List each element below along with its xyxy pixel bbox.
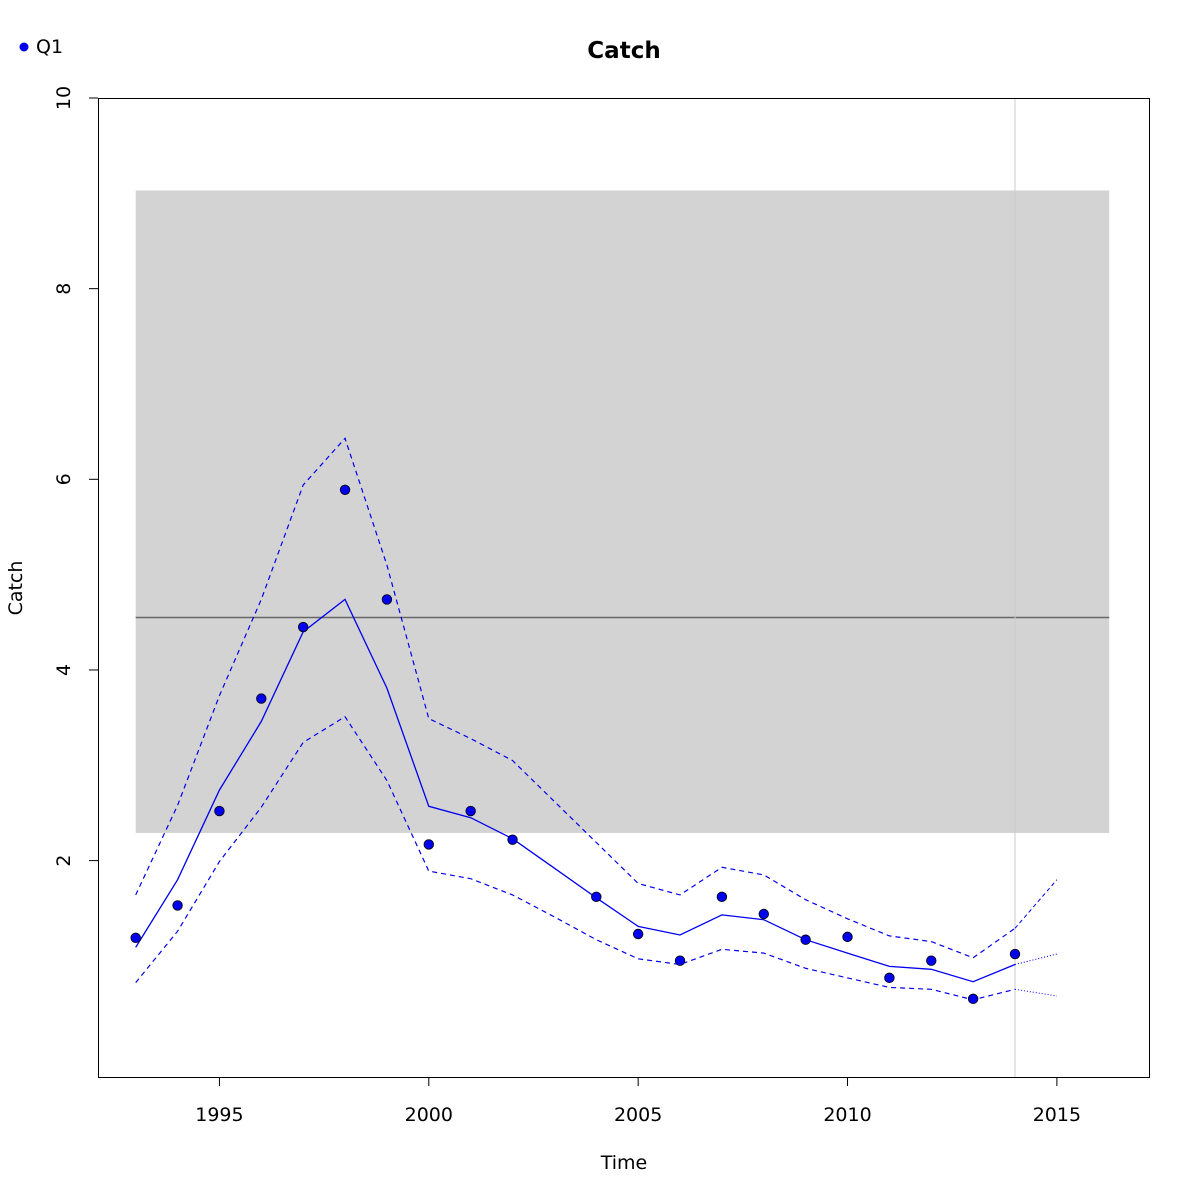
series-line-lower-bound — [135, 715, 1016, 1001]
data-point-1997 — [297, 621, 309, 633]
data-point-2011 — [884, 972, 895, 984]
y-tick-label-8: 8 — [53, 283, 75, 295]
x-axis-title: Time — [600, 1152, 648, 1174]
observed-points-layer — [130, 484, 1021, 1005]
legend: Q1 — [19, 36, 63, 58]
data-point-2007 — [716, 891, 728, 903]
y-tick-label-6: 6 — [53, 473, 75, 485]
reference-band — [135, 190, 1110, 833]
data-point-1996 — [256, 693, 267, 704]
series-line-forecast — [1014, 953, 1058, 966]
x-tick-label-2005: 2005 — [614, 1104, 662, 1126]
data-point-2001 — [465, 805, 476, 817]
data-point-2013 — [967, 993, 979, 1005]
y-tick-label-4: 4 — [53, 664, 75, 676]
y-axis-title: Catch — [5, 561, 27, 616]
data-point-2014 — [1009, 948, 1021, 960]
data-point-1994 — [172, 900, 183, 911]
y-tick-label-10: 10 — [53, 86, 75, 110]
legend-label-q1: Q1 — [36, 36, 63, 58]
series-line-forecast-lower — [1014, 988, 1057, 997]
data-point-2004 — [591, 891, 602, 903]
x-tick-label-2015: 2015 — [1033, 1104, 1081, 1126]
y-tick-label-2: 2 — [53, 855, 75, 867]
data-point-2009 — [800, 934, 811, 945]
data-point-2008 — [758, 908, 769, 920]
data-point-1995 — [214, 805, 225, 817]
data-point-1998 — [339, 484, 351, 495]
data-point-1999 — [381, 594, 393, 605]
chart-title: Catch — [587, 38, 660, 64]
x-tick-label-1995: 1995 — [195, 1104, 243, 1126]
plot-frame — [98, 98, 1150, 1078]
x-tick-label-2010: 2010 — [823, 1104, 871, 1126]
data-point-2012 — [926, 955, 937, 966]
data-point-2006 — [674, 955, 686, 966]
series-line-fitted — [135, 598, 1016, 983]
x-tick-label-2000: 2000 — [405, 1104, 453, 1126]
data-point-2002 — [507, 834, 518, 845]
data-point-2000 — [423, 839, 434, 850]
data-point-1993 — [130, 932, 141, 944]
data-point-2010 — [842, 931, 853, 943]
data-point-2005 — [632, 928, 644, 940]
axes-layer: 1995 2000 2005 2010 2015 2 4 6 8 10 — [53, 86, 1081, 1126]
series-line-forecast-upper — [1014, 879, 1058, 929]
reference-band-layer — [135, 98, 1110, 1077]
series-lines-layer — [135, 437, 1058, 1001]
series-line-upper-bound — [135, 437, 1016, 959]
legend-marker-q1 — [19, 42, 29, 52]
